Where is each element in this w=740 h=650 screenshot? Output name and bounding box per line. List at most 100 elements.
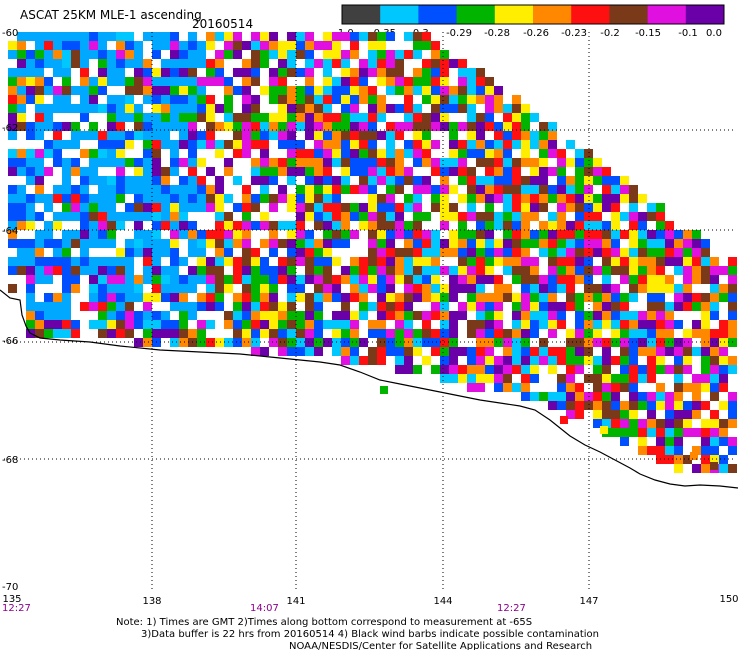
data-pixel — [17, 266, 26, 275]
data-pixel — [611, 212, 620, 221]
data-pixel — [8, 50, 17, 59]
data-pixel — [26, 266, 35, 275]
data-pixel — [89, 50, 98, 59]
data-pixel — [647, 392, 656, 401]
data-pixel — [44, 239, 53, 248]
data-pixel — [98, 266, 107, 275]
data-pixel — [422, 68, 431, 77]
data-pixel — [404, 248, 413, 257]
data-pixel — [593, 158, 602, 167]
data-pixel — [593, 230, 602, 239]
data-pixel — [440, 239, 449, 248]
data-pixel — [719, 374, 728, 383]
data-pixel — [8, 203, 17, 212]
data-pixel — [170, 212, 179, 221]
data-pixel — [116, 311, 125, 320]
data-pixel — [161, 329, 170, 338]
data-pixel — [71, 131, 80, 140]
data-pixel — [503, 266, 512, 275]
data-pixel — [152, 77, 161, 86]
data-pixel — [44, 293, 53, 302]
data-pixel — [350, 275, 359, 284]
data-pixel — [710, 293, 719, 302]
data-pixel — [260, 32, 269, 41]
data-pixel — [566, 383, 575, 392]
data-pixel — [683, 383, 692, 392]
data-pixel — [323, 32, 332, 41]
data-pixel — [548, 167, 557, 176]
data-pixel — [215, 32, 224, 41]
data-pixel — [287, 257, 296, 266]
data-pixel — [368, 86, 377, 95]
data-pixel — [161, 122, 170, 131]
data-pixel — [35, 113, 44, 122]
data-pixel — [476, 311, 485, 320]
data-pixel — [674, 410, 683, 419]
data-pixel — [503, 230, 512, 239]
data-pixel — [314, 329, 323, 338]
data-pixel — [665, 239, 674, 248]
data-pixel — [413, 293, 422, 302]
data-pixel — [17, 50, 26, 59]
data-pixel — [521, 239, 530, 248]
data-pixel — [602, 266, 611, 275]
data-pixel — [692, 257, 701, 266]
data-pixel — [179, 131, 188, 140]
data-pixel — [44, 41, 53, 50]
data-pixel — [242, 257, 251, 266]
data-pixel — [44, 167, 53, 176]
data-pixel — [638, 311, 647, 320]
data-pixel — [62, 32, 71, 41]
data-pixel — [341, 131, 350, 140]
data-pixel — [683, 356, 692, 365]
data-pixel — [215, 239, 224, 248]
data-pixel — [260, 302, 269, 311]
data-pixel — [395, 77, 404, 86]
data-pixel — [269, 122, 278, 131]
data-pixel — [674, 419, 683, 428]
data-pixel — [8, 212, 17, 221]
data-pixel — [287, 59, 296, 68]
data-pixel — [89, 284, 98, 293]
data-pixel — [404, 302, 413, 311]
data-pixel — [80, 257, 89, 266]
data-pixel — [683, 257, 692, 266]
data-pixel — [557, 194, 566, 203]
data-pixel — [44, 59, 53, 68]
data-pixel — [323, 122, 332, 131]
data-pixel — [305, 86, 314, 95]
data-pixel — [485, 185, 494, 194]
data-pixel — [422, 113, 431, 122]
data-pixel — [98, 158, 107, 167]
data-pixel — [539, 338, 548, 347]
data-pixel — [314, 311, 323, 320]
data-pixel — [638, 329, 647, 338]
data-pixel — [710, 374, 719, 383]
data-pixel — [539, 275, 548, 284]
data-pixel — [629, 293, 638, 302]
data-pixel — [251, 257, 260, 266]
data-pixel — [44, 149, 53, 158]
data-pixel — [503, 158, 512, 167]
lat-label: -60 — [2, 28, 18, 39]
latitude-labels: -60 -62 -64 -66 -68 -70 — [2, 28, 18, 593]
time-labels: 12:27 14:07 12:27 — [2, 603, 526, 614]
data-pixel — [719, 401, 728, 410]
data-pixel — [611, 374, 620, 383]
data-pixel — [386, 104, 395, 113]
data-pixel — [260, 311, 269, 320]
data-pixel — [647, 230, 656, 239]
data-pixel — [539, 167, 548, 176]
data-pixel — [359, 356, 368, 365]
data-pixel — [584, 230, 593, 239]
data-pixel — [332, 329, 341, 338]
data-pixel — [413, 329, 422, 338]
data-pixel — [395, 248, 404, 257]
data-pixel — [17, 95, 26, 104]
data-pixel — [386, 194, 395, 203]
data-pixel — [674, 257, 683, 266]
data-pixel — [584, 149, 593, 158]
data-pixel — [368, 59, 377, 68]
data-pixel — [719, 464, 728, 473]
data-pixel — [8, 194, 17, 203]
